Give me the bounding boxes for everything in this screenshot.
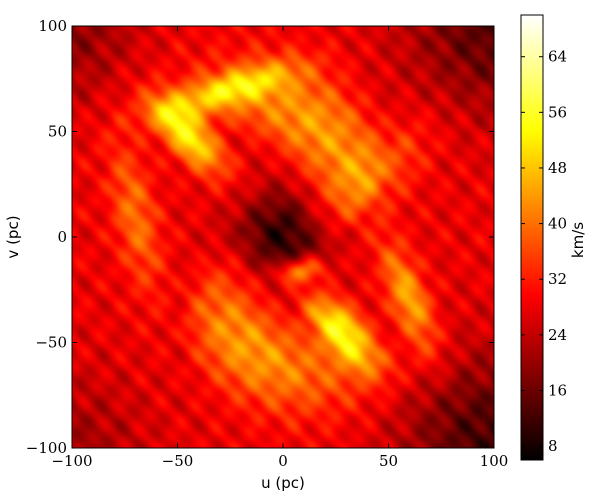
y-tick-label: 0: [57, 228, 67, 246]
x-tick-label: −50: [162, 452, 194, 470]
x-tick-label: 100: [480, 452, 509, 470]
y-tick-label: −100: [26, 439, 67, 457]
x-tick-label: 50: [379, 452, 398, 470]
y-tick-label: 100: [38, 17, 67, 35]
x-tick-label: 0: [278, 452, 288, 470]
colorbar-tick-label: 48: [548, 159, 567, 177]
colorbar-tick-label: 24: [548, 326, 567, 344]
colorbar-tick-label: 32: [548, 270, 567, 288]
x-tick-label: −100: [51, 452, 92, 470]
colorbar-label: km/s: [569, 222, 587, 258]
y-tick-label: 50: [48, 123, 67, 141]
colorbar-tick-label: 16: [548, 381, 567, 399]
colorbar-tick-label: 64: [548, 48, 567, 66]
colorbar-gradient: [520, 14, 544, 461]
colorbar-tick-label: 8: [548, 437, 558, 455]
x-axis: −100 −50 0 50 100: [51, 26, 508, 470]
y-tick-label: −50: [35, 334, 67, 352]
colorbar-tick-label: 56: [548, 103, 567, 121]
heatmap: [72, 26, 494, 448]
heatmap-image: [72, 26, 494, 448]
colorbar-ticks: 8 16 24 32 40 48 56 64: [521, 48, 567, 455]
colorbar: 8 16 24 32 40 48 56 64 km/s: [520, 14, 587, 461]
y-axis-label: v (pc): [4, 215, 22, 258]
y-axis: −100 −50 0 50 100: [26, 17, 494, 457]
x-axis-label: u (pc): [261, 474, 305, 492]
colorbar-tick-label: 40: [548, 215, 567, 233]
